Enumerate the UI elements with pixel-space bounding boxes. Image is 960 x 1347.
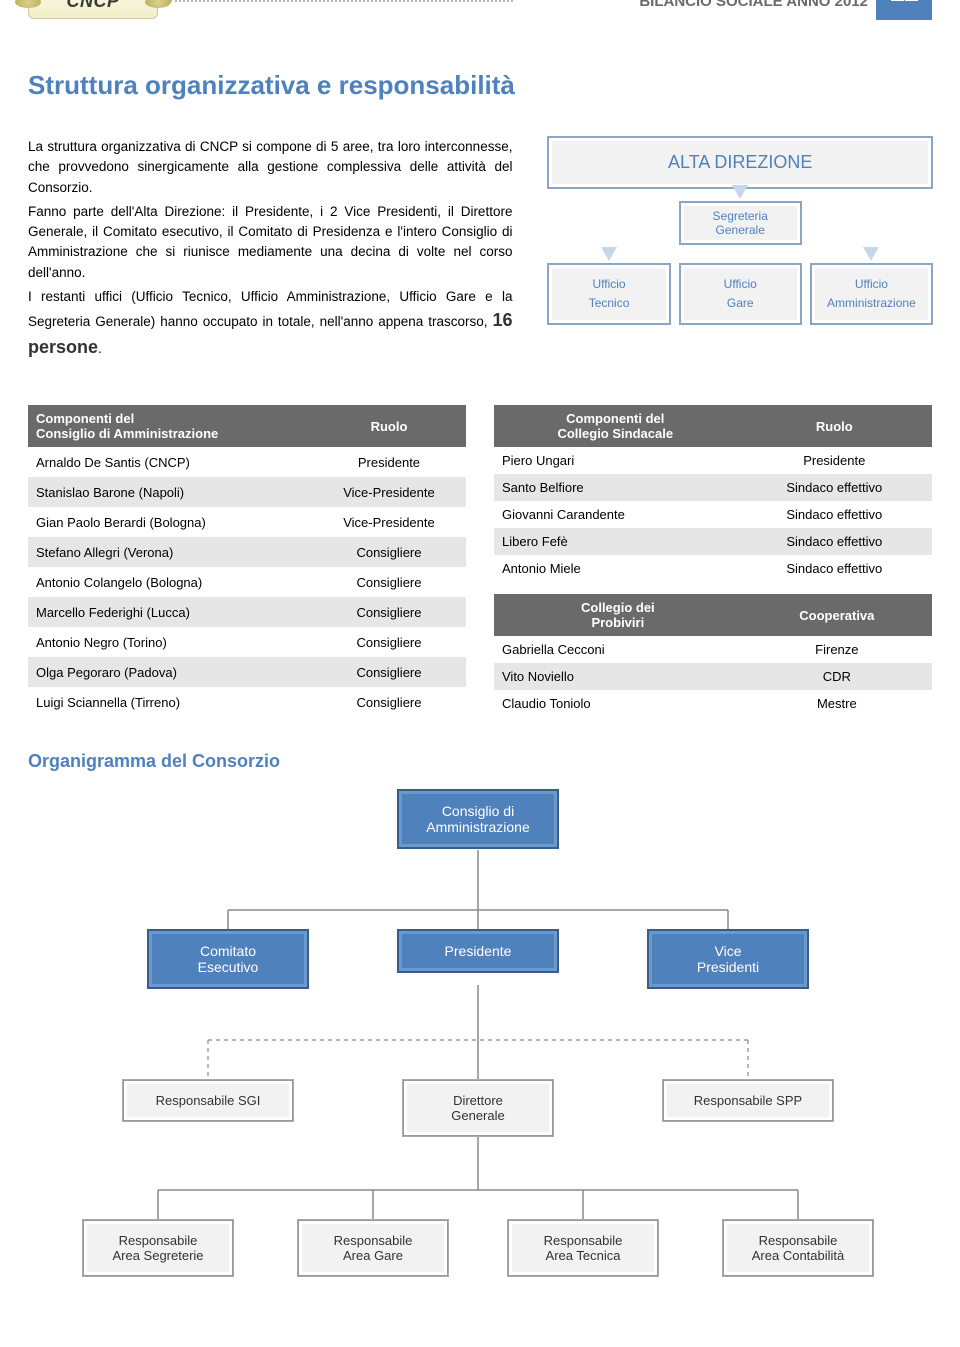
probiviri-head-2: Cooperativa	[742, 594, 932, 636]
probiviri-head-1: Collegio dei Probiviri	[494, 594, 742, 636]
node-r-gare: Responsabile Area Gare	[298, 1220, 448, 1276]
alta-direzione-box: ALTA DIREZIONE	[548, 137, 932, 188]
cda-table: Componenti del Consiglio di Amministrazi…	[28, 405, 466, 717]
table-row: Antonio Negro (Torino)Consigliere	[28, 627, 466, 657]
node-direttore: Direttore Generale	[403, 1080, 553, 1136]
table-row: Piero UngariPresidente	[494, 447, 932, 474]
table-row: Luigi Sciannella (Tirreno)Consigliere	[28, 687, 466, 717]
organigramma-title: Organigramma del Consorzio	[28, 751, 932, 772]
table-row: Stanislao Barone (Napoli)Vice-Presidente	[28, 477, 466, 507]
node-cda: Consiglio di Amministrazione	[398, 790, 558, 848]
node-spp: Responsabile SPP	[663, 1080, 833, 1121]
logo: CNCP	[28, 0, 158, 19]
cda-head-2: Ruolo	[312, 405, 466, 447]
sindacale-table: Componenti del Collegio Sindacale Ruolo …	[494, 405, 932, 582]
table-row: Olga Pegoraro (Padova)Consigliere	[28, 657, 466, 687]
table-row: Vito NovielloCDR	[494, 663, 932, 690]
intro-p3: I restanti uffici (Ufficio Tecnico, Uffi…	[28, 287, 512, 361]
logo-text: CNCP	[66, 0, 119, 12]
node-r-contabilita: Responsabile Area Contabilità	[723, 1220, 873, 1276]
intro-p1: La struttura organizzativa di CNCP si co…	[28, 137, 512, 198]
table-row: Gian Paolo Berardi (Bologna)Vice-Preside…	[28, 507, 466, 537]
sindacale-head-1: Componenti del Collegio Sindacale	[494, 405, 737, 447]
header-title: BILANCIO SOCIALE ANNO 2012	[525, 0, 876, 10]
table-row: Arnaldo De Santis (CNCP)Presidente	[28, 447, 466, 477]
arrow-down-icon	[863, 247, 879, 261]
node-sgi: Responsabile SGI	[123, 1080, 293, 1121]
section-title: Struttura organizzativa e responsabilità	[28, 70, 932, 101]
alta-direzione-diagram: ALTA DIREZIONE Segreteria Generale Uffic…	[548, 137, 932, 324]
ufficio-tecnico-box: Ufficio Tecnico	[548, 264, 669, 324]
table-row: Antonio Colangelo (Bologna)Consigliere	[28, 567, 466, 597]
probiviri-table: Collegio dei Probiviri Cooperativa Gabri…	[494, 594, 932, 717]
node-comitato: Comitato Esecutivo	[148, 930, 308, 988]
ufficio-gare-box: Ufficio Gare	[680, 264, 801, 324]
intro-text: La struttura organizzativa di CNCP si co…	[28, 137, 512, 361]
node-r-segreterie: Responsabile Area Segreterie	[83, 1220, 233, 1276]
node-vice: Vice Presidenti	[648, 930, 808, 988]
organigramma-chart: Consiglio di Amministrazione Comitato Es…	[28, 790, 932, 1310]
cda-head-1: Componenti del Consiglio di Amministrazi…	[28, 405, 312, 447]
node-r-tecnica: Responsabile Area Tecnica	[508, 1220, 658, 1276]
intro-p2: Fanno parte dell'Alta Direzione: il Pres…	[28, 202, 512, 283]
page-number: 11	[876, 0, 932, 20]
table-row: Giovanni CarandenteSindaco effettivo	[494, 501, 932, 528]
segreteria-box: Segreteria Generale	[680, 202, 801, 244]
arrow-down-icon	[732, 185, 748, 199]
ufficio-amministrazione-box: Ufficio Amministrazione	[811, 264, 932, 324]
sindacale-head-2: Ruolo	[737, 405, 932, 447]
table-row: Antonio MieleSindaco effettivo	[494, 555, 932, 582]
table-row: Gabriella CecconiFirenze	[494, 636, 932, 663]
node-presidente: Presidente	[398, 930, 558, 972]
arrow-down-icon	[601, 247, 617, 261]
table-row: Marcello Federighi (Lucca)Consigliere	[28, 597, 466, 627]
table-row: Libero FefèSindaco effettivo	[494, 528, 932, 555]
table-row: Stefano Allegri (Verona)Consigliere	[28, 537, 466, 567]
table-row: Claudio TonioloMestre	[494, 690, 932, 717]
table-row: Santo BelfioreSindaco effettivo	[494, 474, 932, 501]
